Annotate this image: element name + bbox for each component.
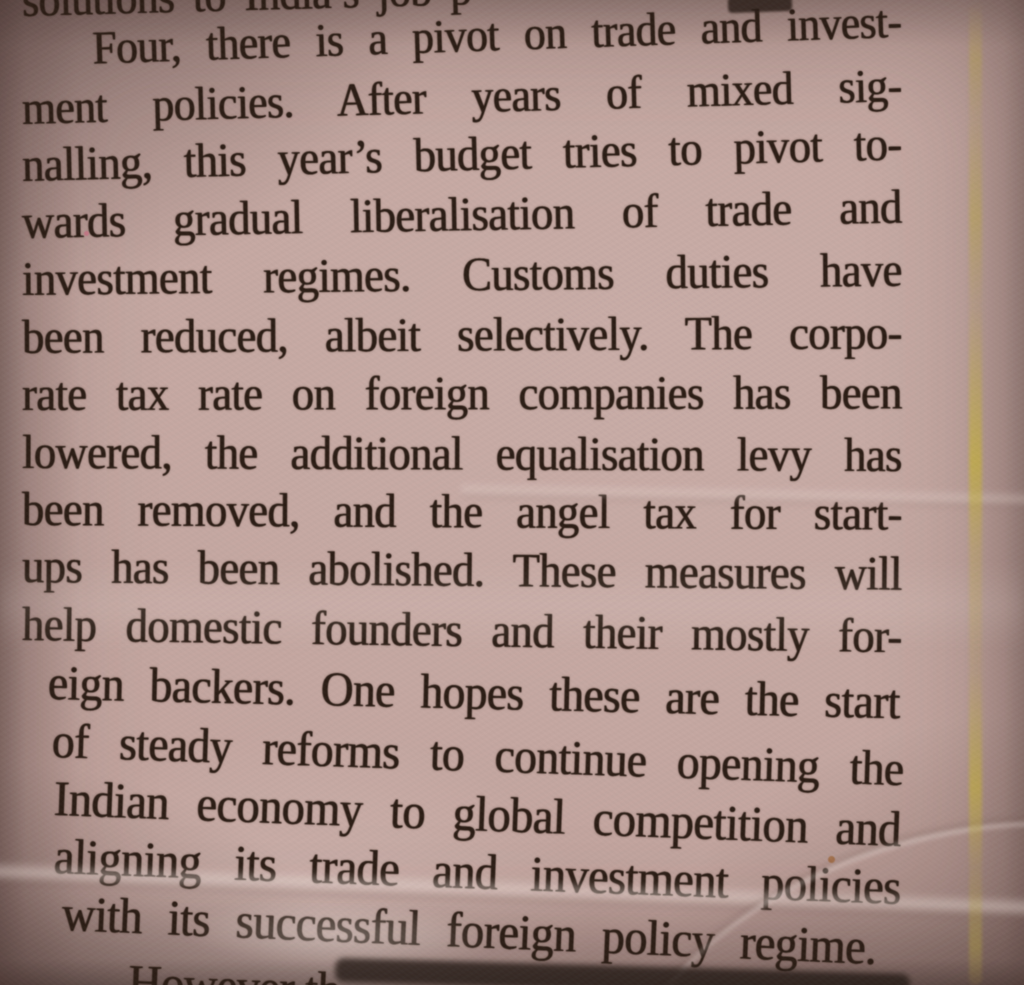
- text-line: been reduced, albeit selectively. The co…: [21, 306, 902, 364]
- text-line: rate tax rate on foreign companies has b…: [21, 366, 902, 421]
- text-line: lowered, the additional equalisation lev…: [21, 426, 902, 483]
- text-line: ups has been abolished. These measures w…: [21, 540, 902, 601]
- text-line: investment regimes. Customs duties have: [21, 243, 902, 306]
- article-text-column: solutions to India’s job p Four, there i…: [21, 0, 1002, 985]
- text-line: been removed, and the angel tax for star…: [21, 483, 902, 541]
